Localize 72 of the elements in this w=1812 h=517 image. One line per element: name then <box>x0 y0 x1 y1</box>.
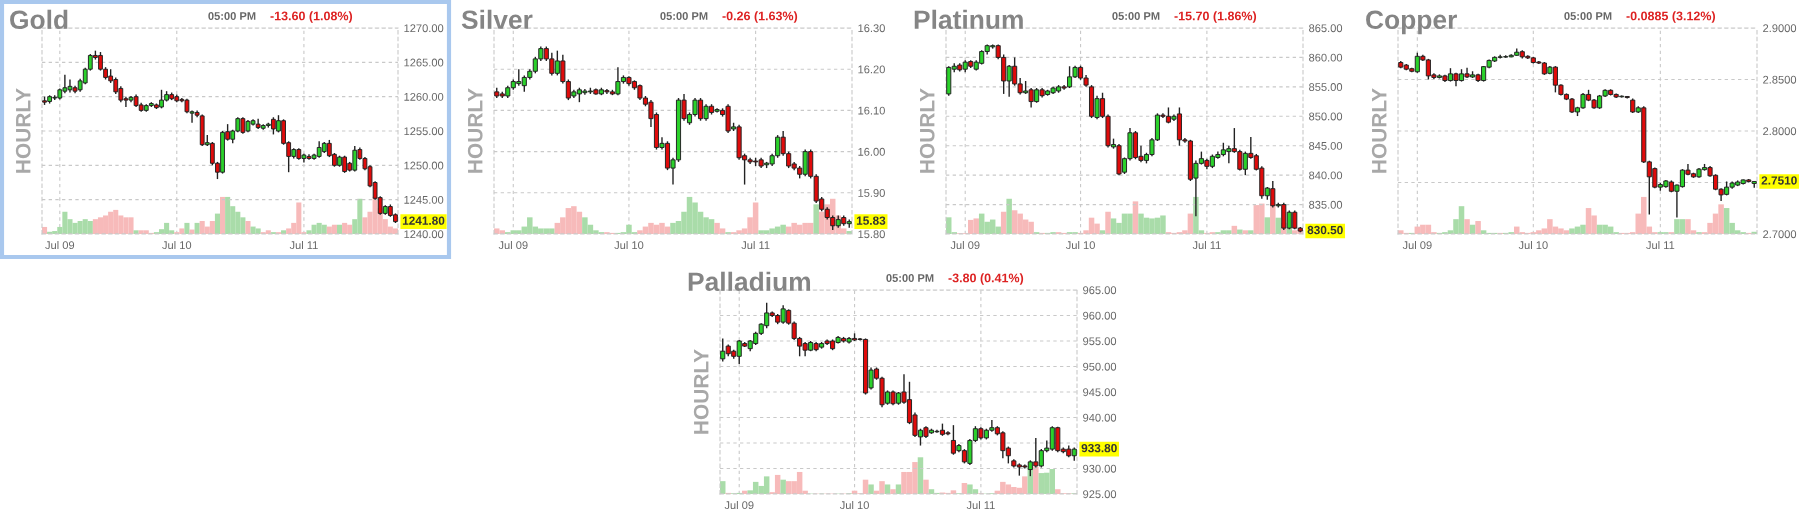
y-tick-label: 16.20 <box>858 65 885 74</box>
text: -15.70 (1.86%) <box>1174 11 1257 23</box>
text: 933.80 <box>1081 443 1117 453</box>
x-tick-label: Jul 11 <box>1192 240 1221 250</box>
y-axis-title: HOURLY <box>467 88 483 173</box>
x-tick-label: Jul 09 <box>724 500 754 510</box>
y-tick-label: 840.00 <box>1309 171 1343 180</box>
y-tick-label: 865.00 <box>1309 24 1343 33</box>
y-tick-label: 955.00 <box>1083 337 1117 346</box>
y-tick-label: 925.00 <box>1083 490 1117 499</box>
text: 2.7510 <box>1761 176 1797 185</box>
y-axis-title: HOURLY <box>919 88 935 173</box>
y-tick-label: 1250.00 <box>404 161 444 170</box>
y-axis-title: HOURLY <box>693 349 709 434</box>
text: 830.50 <box>1307 225 1343 235</box>
y-tick-label: 950.00 <box>1083 362 1117 371</box>
y-tick-label: 965.00 <box>1083 286 1117 295</box>
text: 05:00 PM <box>1112 12 1160 20</box>
y-tick-label: 860.00 <box>1309 53 1343 62</box>
x-tick-label: Jul 11 <box>741 240 770 250</box>
x-tick-label: Jul 10 <box>614 240 644 250</box>
y-axis-title: HOURLY <box>1371 88 1387 173</box>
y-tick-label: 1255.00 <box>404 127 444 136</box>
text: 05:00 PM <box>660 12 708 20</box>
y-tick-label: 1240.00 <box>404 230 444 239</box>
text: 05:00 PM <box>1564 12 1612 20</box>
y-tick-label: 1245.00 <box>404 195 444 204</box>
text: -13.60 (1.08%) <box>270 11 353 23</box>
text: -3.80 (0.41%) <box>948 273 1024 285</box>
y-tick-label: 15.90 <box>858 189 885 197</box>
y-tick-label: 940.00 <box>1083 413 1117 422</box>
y-tick-label: 855.00 <box>1309 83 1343 91</box>
y-axis-title: HOURLY <box>15 88 31 173</box>
chart-title: Copper <box>1366 10 1457 35</box>
y-tick-label: 1270.00 <box>404 24 444 33</box>
y-tick-label: 16.00 <box>858 147 885 156</box>
y-tick-label: 15.80 <box>858 230 885 239</box>
x-tick-label: Jul 09 <box>498 240 528 250</box>
text: -0.26 (1.63%) <box>722 11 798 23</box>
x-tick-label: Jul 11 <box>1646 240 1675 250</box>
x-tick-label: Jul 10 <box>162 240 192 250</box>
y-tick-label: 2.7000 <box>1763 230 1797 239</box>
y-tick-label: 2.9000 <box>1763 24 1797 33</box>
chart-title: Palladium <box>688 271 811 292</box>
text: -0.0885 (3.12%) <box>1626 11 1716 23</box>
y-tick-label: 2.8500 <box>1763 75 1797 84</box>
text: 05:00 PM <box>886 274 934 282</box>
y-tick-label: 1265.00 <box>404 58 444 67</box>
y-tick-label: 845.00 <box>1309 141 1343 150</box>
text: 05:00 PM <box>208 12 256 20</box>
text: 15.83 <box>856 216 886 225</box>
y-tick-label: 16.30 <box>858 24 885 33</box>
text: 1241.80 <box>402 216 445 225</box>
y-tick-label: 2.8000 <box>1763 127 1797 136</box>
y-tick-label: 16.10 <box>858 106 885 115</box>
chart-title: Platinum <box>914 9 1023 30</box>
x-tick-label: Jul 09 <box>1402 240 1432 250</box>
chart-title: Gold <box>10 9 68 30</box>
y-tick-label: 960.00 <box>1083 311 1117 320</box>
x-tick-label: Jul 09 <box>45 240 75 250</box>
x-tick-label: Jul 11 <box>966 500 995 510</box>
y-tick-label: 850.00 <box>1309 112 1343 121</box>
y-tick-label: 930.00 <box>1083 464 1117 473</box>
x-tick-label: Jul 10 <box>839 500 869 510</box>
y-tick-label: 1260.00 <box>404 92 444 101</box>
y-tick-label: 945.00 <box>1083 388 1117 397</box>
chart-title: Silver <box>461 9 533 30</box>
x-tick-label: Jul 09 <box>950 240 980 250</box>
x-tick-label: Jul 11 <box>289 240 318 250</box>
x-tick-label: Jul 10 <box>1065 240 1095 250</box>
x-tick-label: Jul 10 <box>1518 240 1548 250</box>
y-tick-label: 835.00 <box>1309 200 1343 209</box>
